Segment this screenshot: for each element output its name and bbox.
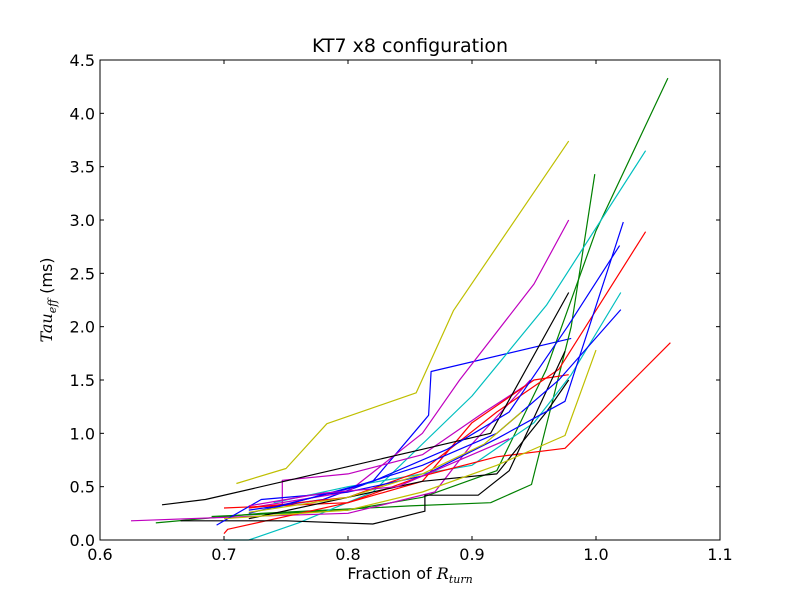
plot-area [100,60,720,540]
series-line-3 [155,174,596,524]
series-layer [130,77,671,541]
x-tick-label: 0.9 [459,545,484,564]
series-line-7 [273,292,622,504]
y-tick-label: 1.5 [70,371,95,390]
y-tick-label: 3.5 [70,158,95,177]
series-line-1 [236,140,570,485]
plot-frame [99,59,721,541]
y-tick-label: 0.5 [70,478,95,497]
series-line-15 [180,350,566,525]
y-tick-label: 3.0 [70,211,95,230]
series-line-13 [223,374,569,509]
y-tick-label: 0.0 [70,531,95,550]
x-tick-label: 0.8 [335,545,360,564]
y-tick-label: 2.5 [70,264,95,283]
y-axis-label: Taueff (ms) [37,257,59,342]
series-line-9 [248,219,570,509]
x-axis-label: Fraction of Rturn [347,564,472,586]
series-line-5 [248,150,647,541]
series-line-19 [273,245,621,509]
y-tick-label: 4.5 [70,51,95,70]
series-line-10 [281,379,535,506]
x-tick-label: 1.0 [583,545,608,564]
series-line-22 [248,438,510,507]
x-tick-label: 0.6 [87,545,112,564]
x-tick-label: 1.1 [707,545,732,564]
series-line-20 [223,349,597,520]
series-line-14 [161,292,570,506]
ticks-layer: 0.6 0.7 0.8 0.9 1.0 1.1 0.0 0.5 1.0 1.5 2.0 2.5 3.0 3… [70,51,733,564]
y-tick-label: 2.0 [70,318,95,337]
y-tick-label: 1.0 [70,424,95,443]
x-tick-label: 0.7 [211,545,236,564]
chart-title: KT7 x8 configuration [312,35,508,57]
series-line-16 [248,379,570,520]
y-tick-label: 4.0 [70,104,95,123]
series-line-21 [248,411,522,513]
